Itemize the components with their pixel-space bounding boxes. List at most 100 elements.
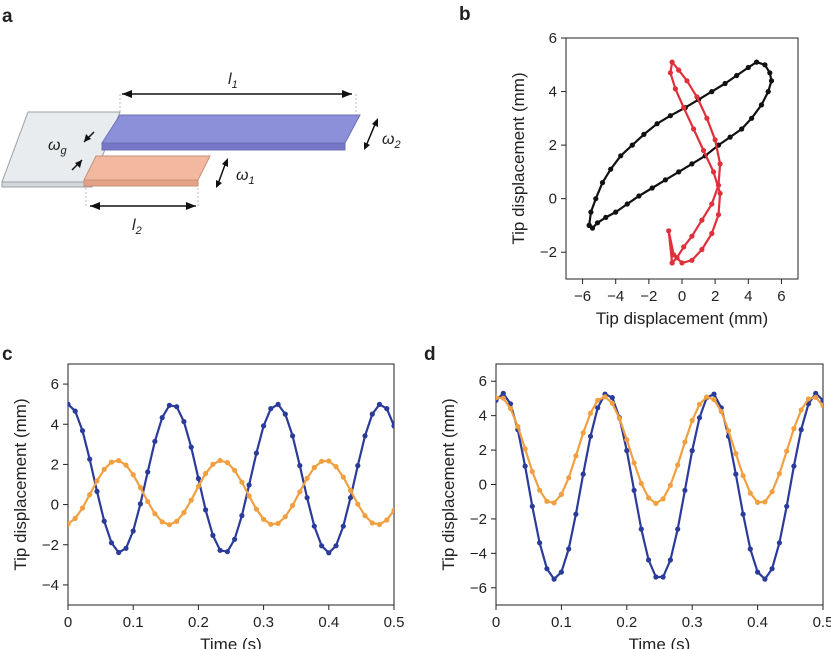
lower-strip-edge xyxy=(83,179,199,187)
y-tick-label: 2 xyxy=(51,456,59,473)
data-point-series-2 xyxy=(68,521,71,527)
y-tick-label: 6 xyxy=(51,376,59,393)
data-point-series-2 xyxy=(551,500,557,506)
data-point-red-orbit xyxy=(712,137,718,143)
data-point-black-orbit xyxy=(613,209,619,215)
data-point-series-1 xyxy=(94,488,100,494)
data-point-black-orbit xyxy=(662,177,669,183)
y-tick-label: 4 xyxy=(549,84,557,101)
data-point-series-1 xyxy=(340,523,346,529)
chart-panel-d: 0 0.1 0.2 0.3 0.4 0.5 −6 −4 −2 0 2 4 6 Time (s) Tip di… xyxy=(439,363,831,649)
l1-label: l1 xyxy=(228,71,238,91)
data-point-series-2 xyxy=(362,513,368,519)
upper-strip-edge xyxy=(101,142,346,151)
data-point-red-orbit xyxy=(689,257,695,263)
y-tick-label: 0 xyxy=(479,477,487,494)
data-point-series-2 xyxy=(232,467,238,473)
x-tick-label: 0.4 xyxy=(318,614,339,631)
data-point-series-1 xyxy=(203,507,209,513)
data-point-series-1 xyxy=(145,469,151,475)
data-point-series-1 xyxy=(653,574,659,580)
data-point-series-1 xyxy=(747,546,753,552)
bilayer-schematic: l1 l2 ωg ω2 ω1 xyxy=(1,71,401,237)
data-point-series-2 xyxy=(616,415,623,422)
data-point-series-1 xyxy=(384,406,390,412)
data-point-series-1 xyxy=(595,405,601,411)
data-point-series-2 xyxy=(101,466,107,472)
data-point-series-1 xyxy=(311,523,317,529)
y-tick-label: −6 xyxy=(470,580,487,597)
data-point-series-1 xyxy=(631,487,637,493)
data-point-series-2 xyxy=(580,430,586,436)
data-point-series-1 xyxy=(798,427,804,433)
data-point-series-1 xyxy=(624,448,630,454)
y-axis-label: Tip displacement (mm) xyxy=(11,398,30,570)
data-point-series-2 xyxy=(116,458,122,464)
data-point-series-2 xyxy=(776,471,783,477)
x-tick-label: 0.2 xyxy=(616,614,637,631)
data-point-black-orbit xyxy=(749,115,755,121)
data-point-series-1 xyxy=(609,395,615,401)
data-point-series-1 xyxy=(116,549,122,556)
data-point-series-1 xyxy=(137,501,143,507)
data-point-series-1 xyxy=(820,397,823,403)
x-tick-label: 0.3 xyxy=(253,614,274,631)
data-point-series-1 xyxy=(101,518,107,524)
series-line-series-2 xyxy=(68,459,394,526)
data-point-red-orbit xyxy=(715,182,722,188)
data-point-series-2 xyxy=(130,472,136,478)
w1-arrow xyxy=(217,161,227,185)
data-point-red-orbit xyxy=(717,161,723,167)
data-point-red-orbit xyxy=(681,244,687,250)
data-point-red-orbit xyxy=(717,190,723,196)
wg-arrowhead-top xyxy=(84,134,91,142)
data-point-series-1 xyxy=(275,401,281,407)
data-point-series-1 xyxy=(333,543,339,549)
y-tick-label: −2 xyxy=(42,537,59,554)
data-point-series-2 xyxy=(529,469,535,475)
w1-arrowhead-bottom xyxy=(216,180,222,188)
data-point-red-orbit xyxy=(709,201,715,207)
data-point-series-1 xyxy=(181,419,187,425)
data-point-series-1 xyxy=(195,475,201,482)
data-point-series-2 xyxy=(805,396,812,402)
data-point-red-orbit xyxy=(684,78,690,84)
data-point-black-orbit xyxy=(762,62,768,68)
y-tick-label: 2 xyxy=(479,442,487,459)
data-point-series-2 xyxy=(376,521,383,528)
data-point-series-1 xyxy=(210,532,216,539)
x-tick-label: 0.3 xyxy=(682,614,703,631)
data-point-series-2 xyxy=(784,448,790,454)
data-point-series-2 xyxy=(558,491,565,497)
data-point-red-orbit xyxy=(704,115,710,121)
y-axis-label: Tip displacement (mm) xyxy=(509,72,528,244)
data-point-red-orbit xyxy=(694,94,700,100)
data-point-series-2 xyxy=(166,522,172,528)
data-point-red-orbit xyxy=(669,59,675,65)
data-point-series-2 xyxy=(108,459,115,465)
data-point-series-2 xyxy=(224,460,230,466)
x-axis-label: Tip displacement (mm) xyxy=(596,309,768,328)
wg-arrowhead-bottom xyxy=(75,160,82,168)
x-tick-label: 0 xyxy=(64,614,72,631)
data-point-red-orbit xyxy=(666,228,672,234)
series-line-series-1 xyxy=(68,403,394,554)
data-point-series-1 xyxy=(297,463,303,469)
data-point-series-1 xyxy=(638,526,644,532)
series-line-series-2 xyxy=(496,395,823,505)
data-point-series-1 xyxy=(232,536,238,542)
data-point-red-orbit xyxy=(699,246,705,253)
data-point-series-1 xyxy=(675,526,681,532)
x-axis-label: Time (s) xyxy=(200,635,262,649)
data-point-series-2 xyxy=(326,458,332,464)
chart-panel-c: 0 0.1 0.2 0.3 0.4 0.5 −4 −2 0 2 4 6 Time (s) Tip disp… xyxy=(11,363,404,649)
data-point-series-2 xyxy=(595,397,601,403)
data-point-red-orbit xyxy=(700,147,707,154)
data-point-red-orbit xyxy=(672,86,679,92)
data-point-series-2 xyxy=(587,410,594,416)
x-tick-label: −2 xyxy=(640,288,657,305)
data-point-series-2 xyxy=(675,462,681,468)
x-tick-label: 0.5 xyxy=(813,614,831,631)
data-point-red-orbit xyxy=(671,252,677,258)
w2-arrowhead-top xyxy=(372,118,378,127)
